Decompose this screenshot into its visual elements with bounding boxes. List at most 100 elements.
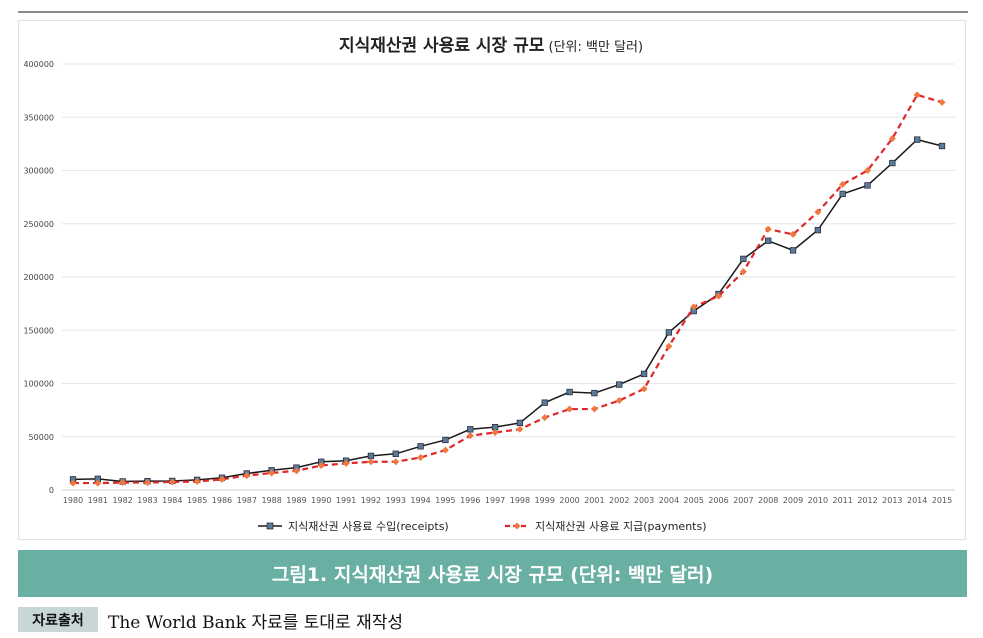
x-tick-label: 1988: [261, 496, 281, 505]
data-point: [864, 182, 871, 189]
data-point: [740, 255, 747, 263]
data-point: [764, 225, 772, 233]
x-tick-label: 2006: [708, 496, 728, 505]
x-tick-label: 1994: [410, 496, 430, 505]
legend-label: 지식재산권 사용료 지급(payments): [535, 520, 707, 533]
data-point: [739, 268, 747, 276]
x-tick-label: 2007: [733, 496, 753, 505]
data-point: [789, 230, 797, 238]
data-point: [715, 292, 723, 300]
x-tick-label: 2013: [882, 496, 902, 505]
data-point: [889, 159, 896, 167]
x-tick-label: 1993: [386, 496, 406, 505]
data-point: [516, 425, 524, 433]
data-point: [342, 459, 350, 467]
data-point: [888, 135, 896, 143]
data-point: [566, 388, 573, 396]
x-tick-label: 2014: [907, 496, 927, 505]
x-tick-label: 1989: [286, 496, 306, 505]
y-tick-label: 200000: [23, 273, 54, 282]
data-point: [690, 303, 698, 311]
x-tick-label: 1983: [137, 496, 157, 505]
data-point: [94, 479, 102, 487]
data-point: [69, 479, 77, 487]
data-point: [367, 458, 375, 466]
data-point: [193, 477, 201, 485]
x-tick-label: 2009: [783, 496, 803, 505]
data-point: [789, 247, 797, 254]
data-point: [367, 452, 375, 460]
data-point: [640, 370, 648, 378]
x-tick-label: 1986: [212, 496, 232, 505]
chart-frame: [18, 20, 966, 540]
data-point: [466, 432, 474, 440]
data-point: [541, 414, 549, 422]
data-point: [814, 208, 822, 216]
data-point: [566, 405, 574, 413]
y-tick-label: 150000: [23, 326, 54, 335]
data-point: [268, 469, 276, 477]
data-point: [640, 385, 648, 393]
x-tick-label: 2008: [758, 496, 778, 505]
data-point: [467, 426, 474, 433]
x-tick-label: 1991: [336, 496, 356, 505]
x-tick-label: 1990: [311, 496, 331, 505]
data-point: [665, 342, 673, 350]
chart: 지식재산권 사용료 시장 규모 (단위: 백만 달러) 0 50000 100000 1…: [23, 36, 955, 533]
x-tick-label: 1980: [63, 496, 83, 505]
series-line-1: [73, 93, 943, 485]
x-tick-label: 2001: [584, 496, 604, 505]
x-tick-label: 2004: [659, 496, 679, 505]
x-tick-label: 1981: [88, 496, 108, 505]
data-point: [119, 479, 127, 487]
data-point: [590, 405, 598, 413]
y-tick-label: 250000: [23, 220, 54, 229]
x-tick-label: 1987: [237, 496, 257, 505]
data-point: [218, 475, 226, 483]
data-point: [913, 91, 921, 99]
data-point: [591, 389, 598, 397]
x-tick-label: 1992: [361, 496, 381, 505]
x-tick-label: 1995: [435, 496, 455, 505]
data-point: [168, 478, 176, 486]
data-point: [417, 454, 425, 462]
chart-title: 지식재산권 사용료 시장 규모 (단위: 백만 달러): [339, 36, 643, 56]
top-rule: [18, 11, 968, 13]
chart-title-unit: (단위: 백만 달러): [544, 40, 643, 55]
chart-title-main: 지식재산권 사용료 시장 규모: [339, 36, 545, 56]
data-point: [417, 443, 424, 450]
y-tick-label: 100000: [23, 380, 54, 389]
source-text: The World Bank 자료를 토대로 재작성: [108, 613, 404, 633]
data-point: [292, 467, 300, 475]
data-point: [442, 436, 449, 444]
data-point: [938, 142, 946, 150]
source-label: 자료출처: [18, 607, 98, 632]
x-tick-label: 1999: [535, 496, 555, 505]
x-tick-label: 1982: [112, 496, 132, 505]
y-tick-label: 50000: [29, 433, 54, 442]
x-tick-label: 2010: [808, 496, 828, 505]
data-point: [243, 472, 251, 480]
x-tick-label: 2002: [609, 496, 629, 505]
data-point: [765, 237, 772, 244]
data-point: [864, 167, 872, 174]
y-tick-label: 0: [49, 486, 54, 495]
x-tick-label: 1998: [510, 496, 530, 505]
data-point: [914, 136, 921, 143]
legend-marker: [266, 522, 274, 530]
x-tick-label: 2005: [684, 496, 704, 505]
x-tick-label: 2000: [559, 496, 579, 505]
data-point: [441, 446, 449, 454]
x-tick-label: 2012: [857, 496, 877, 505]
series-line-0: [72, 138, 943, 483]
data-point: [143, 479, 151, 487]
data-point: [516, 419, 524, 427]
data-point: [317, 462, 325, 470]
legend-label: 지식재산권 사용료 수입(receipts): [288, 520, 449, 533]
data-point: [839, 180, 847, 188]
legend-marker: [513, 522, 521, 530]
x-tick-label: 1985: [187, 496, 207, 505]
data-point: [392, 450, 399, 457]
data-point: [541, 399, 548, 406]
figure-caption: 그림1. 지식재산권 사용료 시장 규모 (단위: 백만 달러): [18, 550, 967, 597]
